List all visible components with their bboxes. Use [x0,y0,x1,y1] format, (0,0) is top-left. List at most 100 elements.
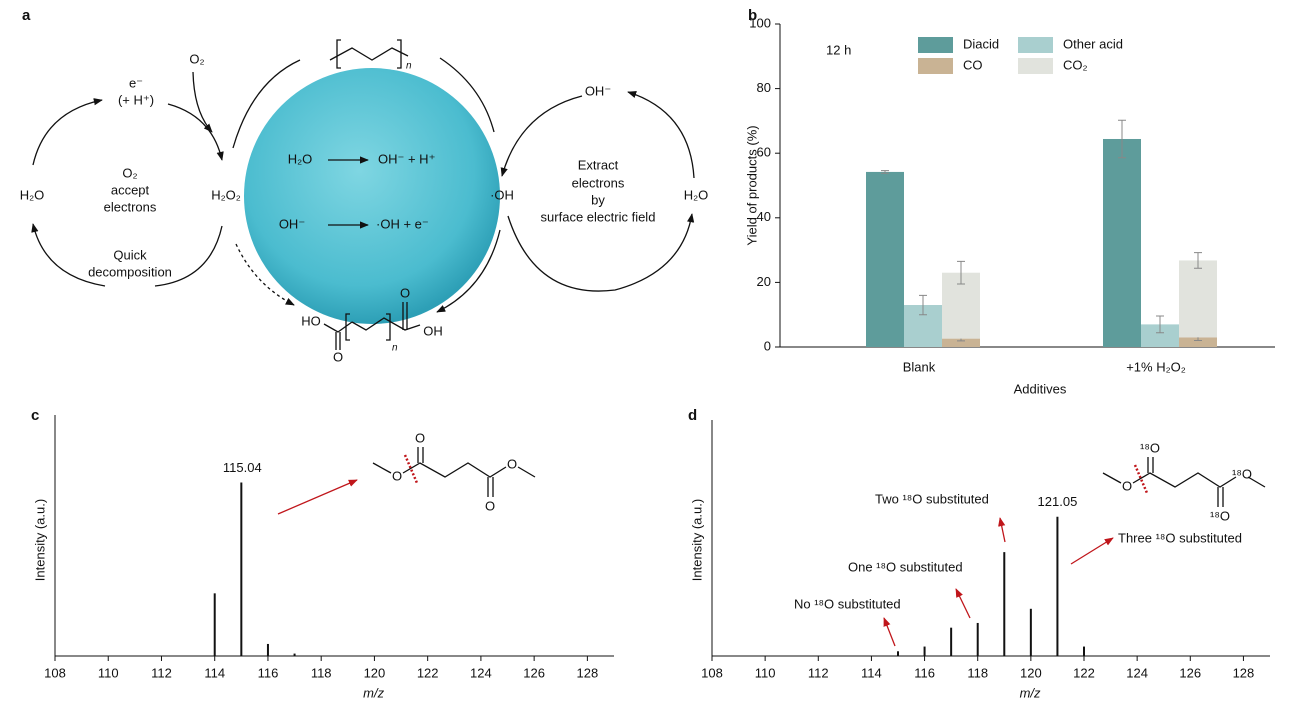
center-text: electrons [104,199,157,214]
legend-label: CO₂ [1063,57,1088,72]
x-tick-label: 112 [151,665,172,680]
x-tick-label: 108 [44,665,66,680]
x-tick-label: 112 [808,665,829,680]
electron: e⁻ [129,75,143,90]
atom: O [507,456,517,471]
x-tick-label: 110 [755,665,776,680]
center-text: by [591,192,605,207]
x-tick-label: 122 [1073,665,1095,680]
arrow [436,229,501,313]
x-tick-label: 118 [967,665,988,680]
arrow [277,479,358,515]
x-tick-label: 124 [470,665,492,680]
repeat: n [392,343,398,354]
decomposition: decomposition [88,264,172,279]
x-tick-label: 114 [204,665,225,680]
center-text: accept [111,182,150,197]
bar [1179,260,1217,338]
reaction-reactant: OH⁻ [279,216,305,231]
x-axis-label: m/z [363,685,384,700]
atom: HO [301,313,321,328]
annotation: No ¹⁸O substituted [794,596,901,611]
error-bar [1194,252,1202,269]
x-tick-label: 126 [1179,665,1201,680]
error-bar [881,170,889,174]
x-tick-label: 114 [861,665,882,680]
panel-label: a [22,7,31,24]
arrow [955,588,971,619]
x-tick-label: 128 [1233,665,1255,680]
center-text: Extract [578,157,619,172]
center-text: electrons [572,175,625,190]
water: H₂O [684,187,709,202]
y-tick-label: 0 [764,338,771,353]
annotation: Two ¹⁸O substituted [875,491,989,506]
atom: O [392,468,402,483]
arrow [627,91,695,179]
arrow [998,517,1006,543]
bar [866,171,904,347]
x-tick-label: 120 [1020,665,1042,680]
y-axis-label: Intensity (a.u.) [32,499,47,581]
arrow [235,243,295,306]
annotation: One ¹⁸O substituted [848,559,963,574]
y-tick-label: 80 [757,80,771,95]
panel-a: a e⁻ (+ H⁺) O₂ H₂O O₂ accept electrons H… [20,7,709,364]
radical: ·OH [490,187,514,202]
atom: O [1122,478,1132,493]
reaction-product: ·OH + e⁻ [376,216,429,231]
y-tick-label: 40 [757,209,771,224]
atom: OH [423,323,443,338]
center-text: surface electric field [541,209,656,224]
arrow [1070,537,1114,565]
legend-swatch [1018,58,1053,74]
x-tick-label: 122 [417,665,439,680]
repeat: n [406,61,412,72]
x-tick-label: 108 [701,665,723,680]
bar [1179,337,1217,347]
atom: ¹⁸O [1210,508,1230,523]
cleavage-mark [403,454,419,484]
arrow [32,98,103,166]
bar [1103,138,1141,347]
x-axis-label: Additives [1014,381,1067,396]
arrow [167,103,224,161]
decomposition: Quick [113,247,147,262]
oxygen: O₂ [189,51,204,66]
arrow [500,95,583,177]
panel-label: b [748,7,757,24]
x-tick-label: 120 [364,665,386,680]
arrow [192,71,213,133]
x-tick-label: Blank [903,359,936,374]
arrow [507,213,695,292]
panel-label: d [688,407,697,424]
legend-label: CO [963,57,983,72]
y-axis-label: Yield of products (%) [744,125,759,245]
error-bar [919,294,927,316]
peroxide: H₂O₂ [211,187,241,202]
x-tick-label: 126 [523,665,545,680]
legend-label: Other acid [1063,36,1123,51]
atom: ¹⁸O [1140,440,1160,455]
atom: O [333,349,343,364]
y-tick-label: 20 [757,274,771,289]
center-text: O₂ [122,165,137,180]
x-tick-label: 110 [98,665,119,680]
error-bar [1118,119,1126,159]
legend-swatch [918,58,953,74]
polymer [329,39,409,69]
y-tick-label: 100 [749,15,771,30]
peak-label: 115.04 [223,460,262,475]
panel-label: c [31,407,39,424]
atom: O [415,430,425,445]
bar [942,338,980,347]
legend-label: Diacid [963,36,999,51]
bar [1141,324,1179,347]
structure-bond [1102,457,1266,507]
atom: ¹⁸O [1232,466,1252,481]
legend-swatch [1018,37,1053,53]
arrow [31,223,106,287]
x-tick-label: 118 [311,665,332,680]
arrow [883,617,896,647]
arrow [439,57,495,133]
